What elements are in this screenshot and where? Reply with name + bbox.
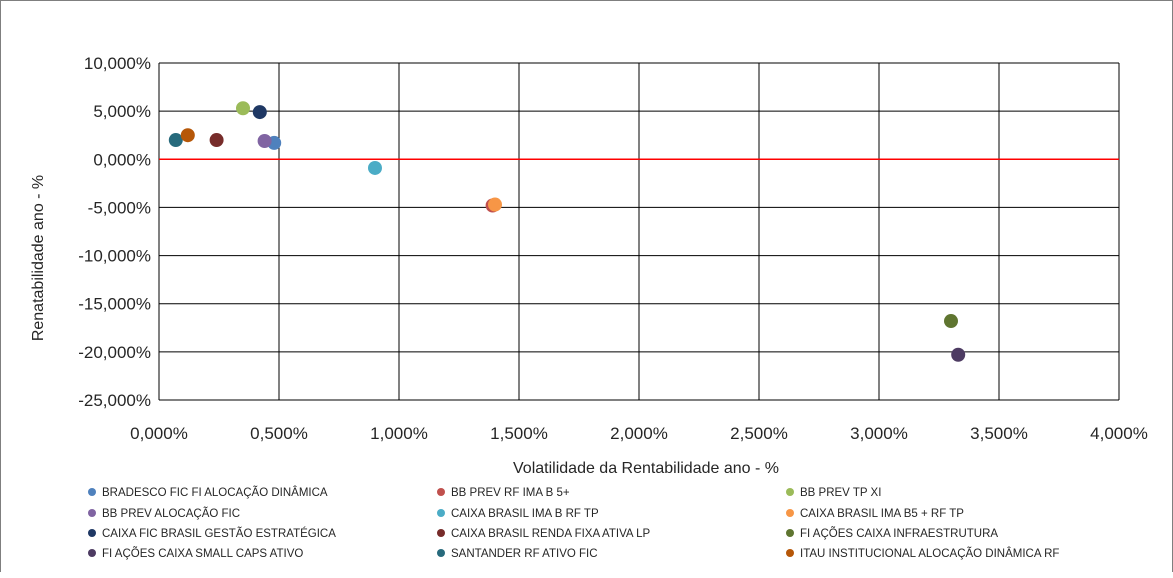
y-axis-title: Renatabilidade ano - %	[30, 175, 47, 341]
legend-label: CAIXA FIC BRASIL GESTÃO ESTRATÉGICA	[102, 527, 336, 540]
data-point-2	[236, 101, 250, 116]
x-tick-label: 4,000%	[1090, 424, 1148, 443]
legend: BRADESCO FIC FI ALOCAÇÃO DINÂMICA BB PREV…	[88, 486, 1059, 560]
legend-label: CAIXA BRASIL RENDA FIXA ATIVA LP	[451, 528, 651, 540]
legend-marker	[786, 509, 794, 517]
y-tick-label: 0,000%	[93, 150, 151, 169]
legend-label: BB PREV RF IMA B 5+	[451, 487, 570, 499]
grid	[158, 62, 1120, 401]
y-tick-label: -15,000%	[78, 295, 151, 314]
x-axis-ticks: 0,000% 0,500% 1,000% 1,500% 2,000% 2,500% 3,00…	[130, 424, 1148, 443]
legend-marker	[437, 509, 445, 517]
data-point-5	[488, 197, 502, 212]
legend-label: BB PREV TP XI	[800, 487, 881, 499]
data-points	[168, 101, 966, 362]
legend-marker	[786, 549, 794, 557]
legend-marker	[786, 488, 794, 496]
legend-marker	[437, 549, 445, 557]
x-tick-label: 2,000%	[610, 424, 668, 443]
x-tick-label: 1,000%	[370, 424, 428, 443]
legend-label: SANTANDER RF ATIVO FIC	[451, 548, 598, 560]
legend-marker	[88, 509, 96, 517]
x-tick-label: 1,500%	[490, 424, 548, 443]
legend-label: CAIXA BRASIL IMA B5 + RF TP	[800, 508, 964, 520]
data-point-7	[209, 133, 224, 148]
x-tick-label: 2,500%	[730, 424, 788, 443]
legend-marker	[437, 488, 445, 496]
legend-marker	[88, 488, 96, 496]
legend-label: ITAU INSTITUCIONAL ALOCAÇÃO DINÂMICA RF	[800, 547, 1059, 560]
legend-marker	[437, 529, 445, 537]
x-tick-label: 3,000%	[850, 424, 908, 443]
data-point-3	[257, 133, 272, 148]
legend-label: FI AÇÕES CAIXA SMALL CAPS ATIVO	[102, 547, 303, 560]
y-tick-label: -20,000%	[78, 343, 151, 362]
data-point-6	[252, 105, 267, 120]
y-tick-label: 10,000%	[84, 54, 151, 73]
y-axis-ticks: 10,000% 5,000% 0,000% -5,000% -10,000% -15,00…	[78, 54, 151, 410]
x-tick-label: 3,500%	[970, 424, 1028, 443]
legend-marker	[88, 529, 96, 537]
y-tick-label: 5,000%	[93, 102, 151, 121]
y-tick-label: -10,000%	[78, 247, 151, 266]
data-point-4	[368, 160, 382, 175]
legend-label: FI AÇÕES CAIXA INFRAESTRUTURA	[800, 527, 998, 540]
data-point-10	[168, 133, 183, 148]
legend-label: CAIXA BRASIL IMA B RF TP	[451, 508, 599, 520]
data-point-9	[951, 347, 966, 362]
legend-label: BB PREV ALOCAÇÃO FIC	[102, 507, 240, 520]
legend-marker	[786, 529, 794, 537]
x-tick-label: 0,500%	[250, 424, 308, 443]
legend-label: BRADESCO FIC FI ALOCAÇÃO DINÂMICA	[102, 486, 328, 499]
x-tick-label: 0,000%	[130, 424, 188, 443]
legend-marker	[88, 549, 96, 557]
data-point-8	[944, 314, 958, 329]
data-point-11	[180, 128, 195, 143]
y-tick-label: -25,000%	[78, 391, 151, 410]
y-tick-label: -5,000%	[88, 198, 151, 217]
x-axis-title: Volatilidade da Rentabilidade ano - %	[513, 460, 779, 477]
